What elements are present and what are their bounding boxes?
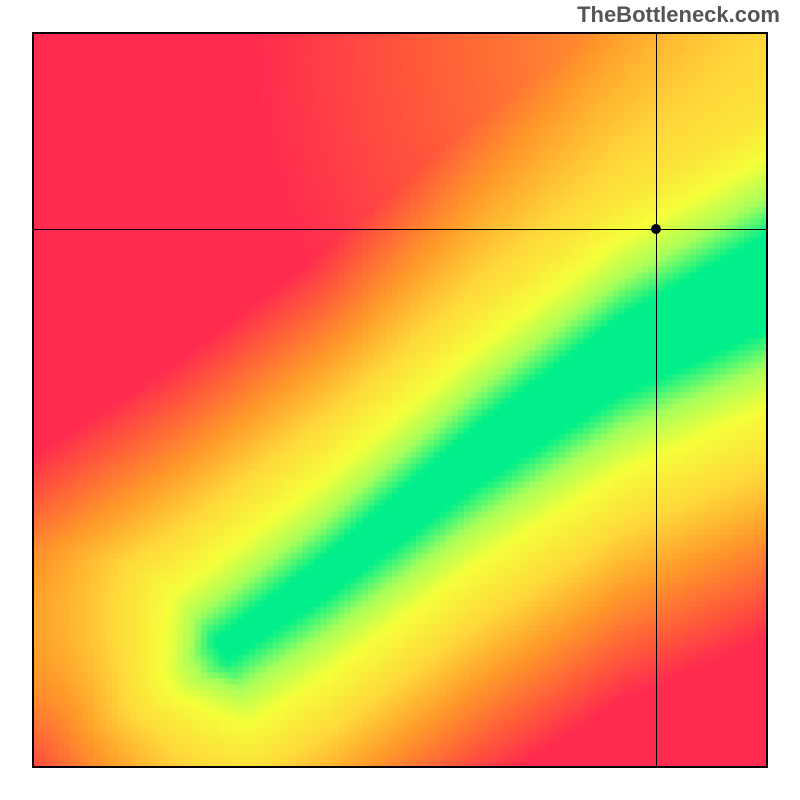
watermark-text: TheBottleneck.com [577,2,780,28]
heatmap-plot [32,32,768,768]
crosshair-vertical [656,34,657,766]
chart-container: TheBottleneck.com [0,0,800,800]
crosshair-marker [651,224,661,234]
